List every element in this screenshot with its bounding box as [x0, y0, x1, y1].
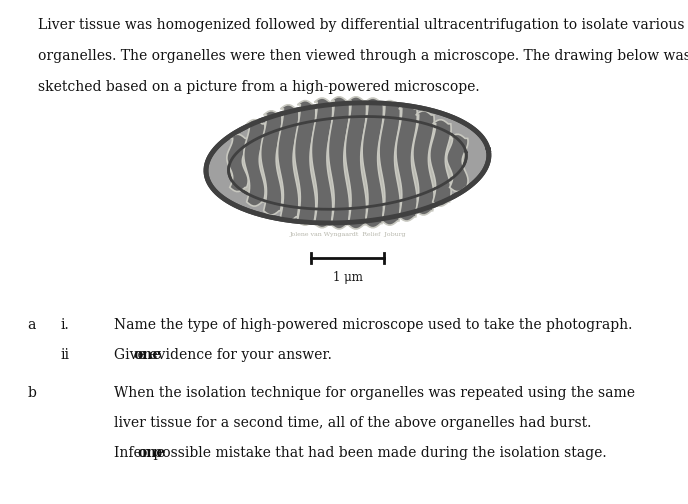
Text: i.: i. — [61, 318, 69, 332]
Polygon shape — [228, 116, 466, 209]
Polygon shape — [261, 111, 282, 215]
Text: Name the type of high-powered microscope used to take the photograph.: Name the type of high-powered microscope… — [114, 318, 632, 332]
Text: one: one — [133, 348, 162, 362]
Polygon shape — [328, 97, 350, 229]
Polygon shape — [244, 120, 265, 206]
Polygon shape — [396, 105, 418, 221]
Polygon shape — [413, 111, 434, 215]
Text: Infer: Infer — [114, 446, 153, 460]
Text: liver tissue for a second time, all of the above organelles had burst.: liver tissue for a second time, all of t… — [114, 416, 591, 430]
Polygon shape — [345, 97, 367, 229]
Text: When the isolation technique for organelles was repeated using the same: When the isolation technique for organel… — [114, 386, 634, 400]
Text: organelles. The organelles were then viewed through a microscope. The drawing be: organelles. The organelles were then vie… — [38, 49, 688, 63]
Text: one: one — [138, 446, 166, 460]
Polygon shape — [206, 103, 489, 223]
Polygon shape — [379, 101, 400, 225]
Text: Liver tissue was homogenized followed by differential ultracentrifugation to iso: Liver tissue was homogenized followed by… — [38, 18, 685, 32]
Text: 1 μm: 1 μm — [332, 271, 363, 284]
Text: Give: Give — [114, 348, 150, 362]
Polygon shape — [227, 134, 248, 192]
Text: a: a — [28, 318, 36, 332]
Text: sketched based on a picture from a high-powered microscope.: sketched based on a picture from a high-… — [38, 80, 480, 94]
Polygon shape — [362, 98, 383, 228]
Polygon shape — [294, 101, 316, 225]
Text: possible mistake that had been made during the isolation stage.: possible mistake that had been made duri… — [149, 446, 607, 460]
Text: ii: ii — [61, 348, 69, 362]
Polygon shape — [430, 120, 451, 206]
Text: evidence for your answer.: evidence for your answer. — [145, 348, 332, 362]
Polygon shape — [312, 98, 333, 228]
Polygon shape — [277, 105, 299, 221]
Text: b: b — [28, 386, 36, 400]
Text: Jolene van Wyngaardt  Relief  Joburg: Jolene van Wyngaardt Relief Joburg — [289, 232, 406, 237]
Polygon shape — [447, 134, 468, 192]
